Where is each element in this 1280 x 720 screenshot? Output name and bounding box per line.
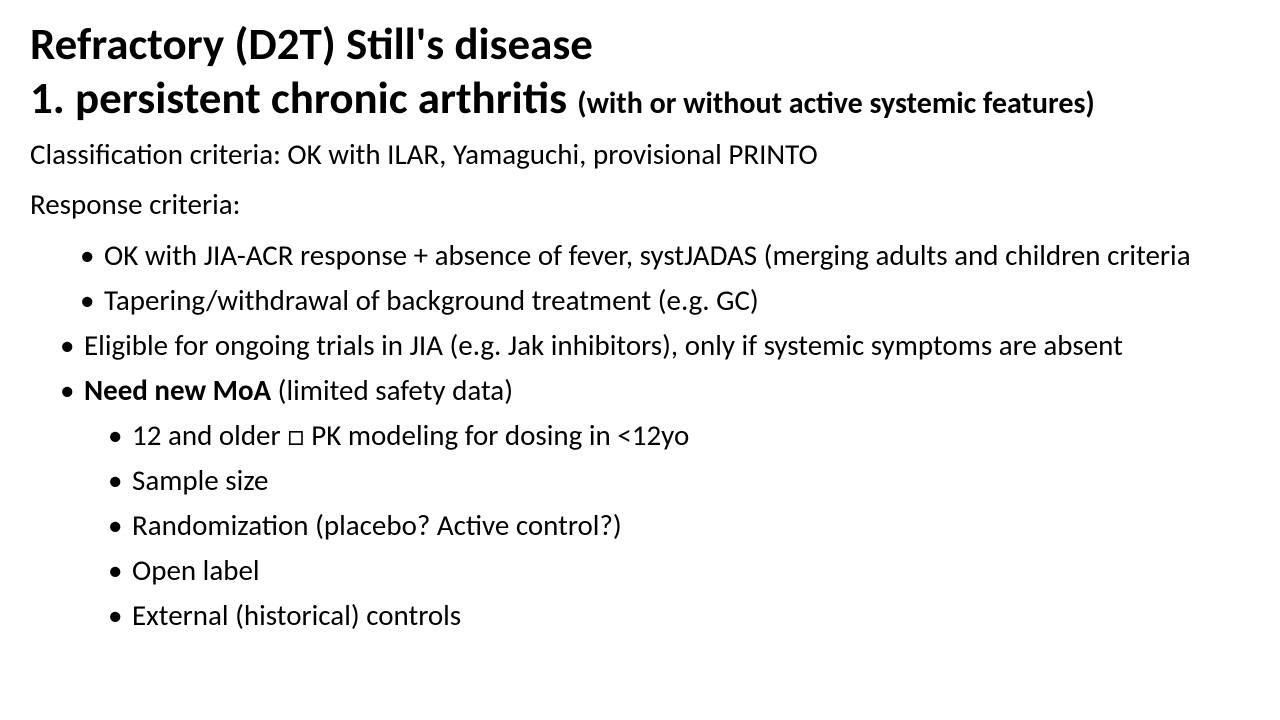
title-line-2-main: 1. persistent chronic arthritis xyxy=(30,71,567,126)
title-line-1: Refractory (D2T) Still's disease xyxy=(30,20,1250,70)
list-item-need-moa: Need new MoA (limited safety data) xyxy=(56,368,1250,413)
list-item: External (historical) controls xyxy=(104,593,1250,638)
list-item: 12 and older □ PK modeling for dosing in… xyxy=(104,413,1250,458)
need-moa-rest: (limited safety data) xyxy=(271,372,513,408)
slide-container: Refractory (D2T) Still's disease 1. pers… xyxy=(0,0,1280,658)
list-item: OK with JIA-ACR response + absence of fe… xyxy=(76,233,1250,278)
response-criteria-list: OK with JIA-ACR response + absence of fe… xyxy=(30,233,1250,637)
title-line-2-paren: (with or without active systemic feature… xyxy=(577,85,1095,122)
list-item: Tapering/withdrawal of background treatm… xyxy=(76,278,1250,323)
need-moa-bold: Need new MoA xyxy=(84,372,271,408)
title-line-2: 1. persistent chronic arthritis (with or… xyxy=(30,72,1250,126)
list-item: Open label xyxy=(104,548,1250,593)
response-criteria-label: Response criteria: xyxy=(30,182,1250,227)
list-item: Eligible for ongoing trials in JIA (e.g.… xyxy=(56,323,1250,368)
list-item: Sample size xyxy=(104,458,1250,503)
classification-criteria: Classification criteria: OK with ILAR, Y… xyxy=(30,132,1250,177)
list-item: Randomization (placebo? Active control?) xyxy=(104,503,1250,548)
